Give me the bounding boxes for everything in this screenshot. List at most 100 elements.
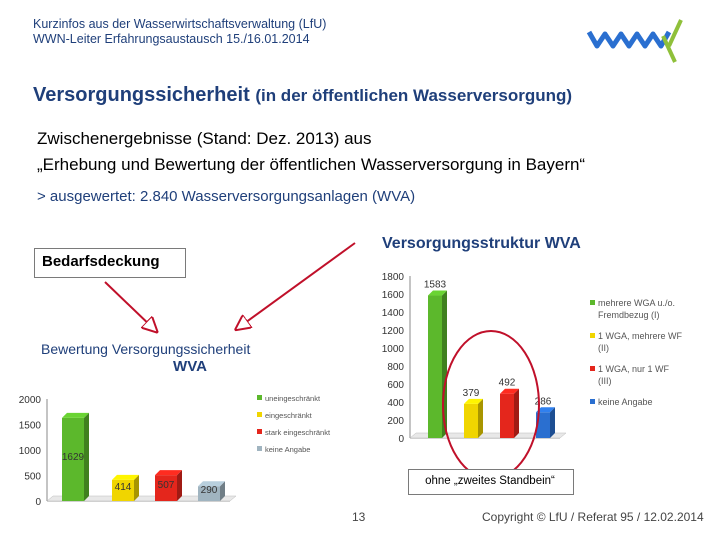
legend-text: uneingeschränkt [265,394,321,403]
arrow-left [104,281,155,330]
title-main: Versorgungssicherheit [33,84,250,106]
y-tick-label: 0 [398,434,404,445]
bar-front [536,412,550,438]
legend-item-1: mehrere WGA u./o. Fremdbezug (I) [590,298,675,320]
y-tick-label: 400 [387,398,404,409]
body-line-3: > ausgewertet: 2.840 Wasserversorgungsan… [37,188,416,205]
y-tick-label: 1400 [382,308,405,319]
legend-item-2: 1 WGA, mehrere WF (II) [590,331,683,353]
body-line-1: Zwischenergebnisse (Stand: Dez. 2013) au… [37,129,372,148]
legend-swatch [590,399,595,404]
y-tick-label: 2000 [19,395,42,406]
y-tick-label: 1500 [19,421,42,432]
legend-text: 1 WGA, nur 1 WF [598,364,670,374]
legend-text: keine Angabe [598,397,653,407]
legend-text: 1 WGA, mehrere WF [598,331,683,341]
bar-top [464,398,483,404]
bar-front [500,393,514,438]
bar-top [112,474,139,480]
bedarfsdeckung-box [34,248,186,278]
bar-front [62,417,84,501]
bar-top [536,407,555,413]
legend-text: (II) [598,343,609,353]
bar-value-label: 507 [158,480,175,491]
y-tick-label: 200 [387,416,404,427]
legend-swatch [257,412,262,417]
bar-side [134,474,139,501]
bar-value-label: 1583 [424,280,447,291]
legend-text: stark eingeschränkt [265,428,331,437]
bar-4: 290 [198,481,225,501]
bar-value-label: 414 [115,482,132,493]
legend-text: Fremdbezug (I) [598,310,660,320]
legend-item-3: stark eingeschränkt [257,428,331,437]
bar-value-label: 1629 [62,452,85,463]
legend-item-3: 1 WGA, nur 1 WF (III) [590,364,670,386]
legend-swatch [257,395,262,400]
title-sub: (in der öffentlichen Wasserversorgung) [255,86,573,105]
legend-item-4: keine Angabe [590,397,653,407]
wwn-logo-icon [586,19,683,63]
y-tick-label: 1200 [382,326,405,337]
y-tick-label: 500 [24,472,41,483]
legend-text: mehrere WGA u./o. [598,298,675,308]
highlight-ellipse [442,330,540,480]
bar-side [478,398,483,438]
bar-3: 492 [499,378,519,438]
bar-side [84,412,89,501]
bar-2: 379 [463,388,483,438]
bar-value-label: 379 [463,388,480,399]
ohne-standbein-box [408,469,574,495]
legend-swatch [590,300,595,305]
bar-top [62,412,89,418]
legend-item-2: eingeschränkt [257,411,313,420]
y-tick-label: 1600 [382,290,405,301]
y-tick-label: 600 [387,380,404,391]
bar-3: 507 [155,470,182,501]
bar-side [220,481,225,501]
slide-title: Versorgungssicherheit (in der öffentlich… [33,84,572,107]
legend-text: keine Angabe [265,445,310,454]
bar-top [198,481,225,487]
ohne-standbein-label: ohne „zweites Standbein“ [425,475,555,487]
chart-versorgungsstruktur: Versorgungsstruktur WVA 0 200 400 600 800 100… [382,235,683,480]
legend-item-4: keine Angabe [257,445,310,454]
bar-1: 1629 [62,412,89,501]
bar-value-label: 492 [499,378,516,389]
bar-2: 414 [112,474,139,501]
bar-front [464,403,478,438]
y-tick-label: 800 [387,362,404,373]
bar-front [112,479,134,501]
bedarfsdeckung-label: Bedarfsdeckung [42,253,160,270]
y-tick-label: 1000 [19,446,42,457]
body-line-2: „Erhebung und Bewertung der öffentlichen… [37,155,586,174]
bar-front [428,295,442,438]
legend-swatch [257,446,262,451]
bar-value-label: 290 [201,485,218,496]
arrow-right [238,242,356,328]
bar-side [514,388,519,438]
chart-bewertung: Bewertung Versorgungssicherheit WVA 0 500… [19,341,331,508]
chart1-title: Versorgungsstruktur WVA [382,235,581,252]
bar-front [155,475,177,501]
header-line-1: Kurzinfos aus der Wasserwirtschaftsverwa… [33,17,327,31]
y-tick-label: 1000 [382,344,405,355]
legend-swatch [590,366,595,371]
legend-text: (III) [598,376,612,386]
legend-item-1: uneingeschränkt [257,394,321,403]
bar-side [177,470,182,501]
bar-top [155,470,182,476]
copyright: Copyright © LfU / Referat 95 / 12.02.201… [482,510,704,524]
bar-top [428,290,447,296]
bar-front [198,486,220,501]
chart2-title-line-2: WVA [173,358,207,375]
chart2-title-line-1: Bewertung Versorgungssicherheit [41,341,250,357]
bar-side [550,407,555,438]
legend-text: eingeschränkt [265,411,313,420]
page-number: 13 [352,510,366,524]
y-tick-label: 1800 [382,272,405,283]
bar-4: 286 [535,396,555,438]
legend-swatch [257,429,262,434]
bar-top [500,388,519,394]
